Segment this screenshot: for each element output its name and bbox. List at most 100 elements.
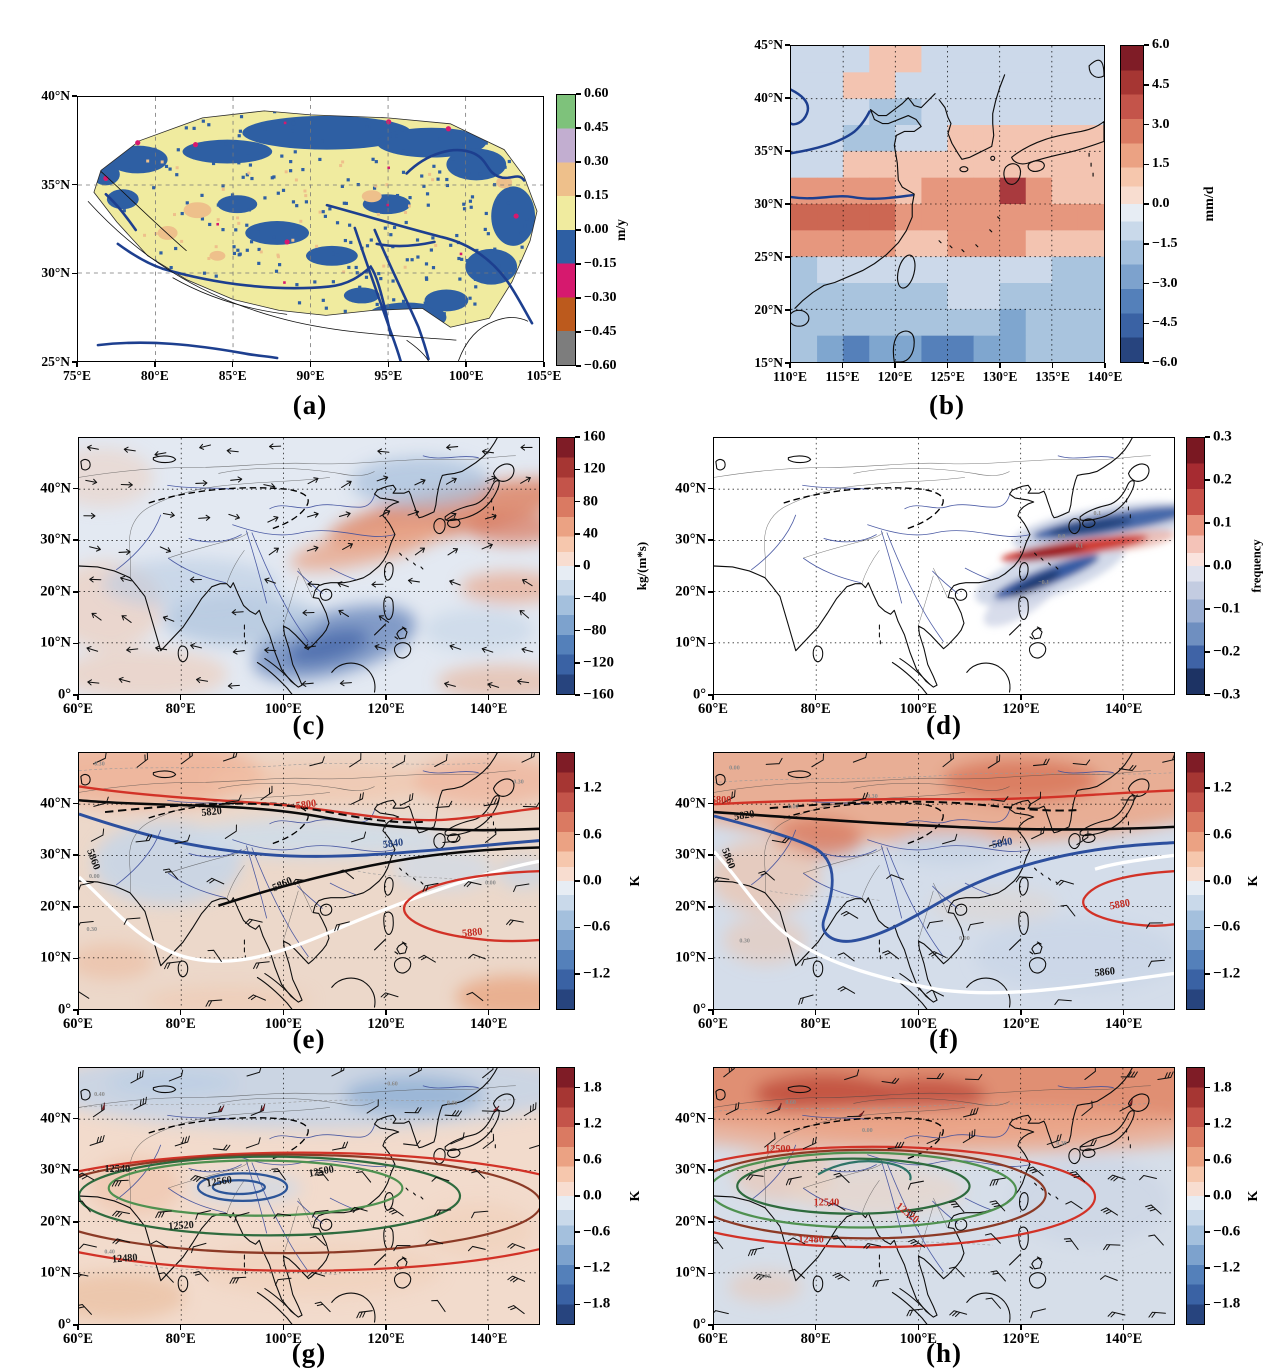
axis-tick-label: 0.3 (1213, 428, 1232, 445)
axis-tick-label: 10°N (40, 634, 71, 651)
caption-d: (d) (926, 710, 962, 740)
axis-tick-mark (1205, 833, 1210, 836)
axis-tick-label: 135°E (1035, 369, 1070, 384)
caption-g: (g) (291, 1338, 327, 1368)
axis-tick-label: 0.6 (1213, 1151, 1232, 1168)
axis-tick-label: 30°N (40, 531, 71, 548)
axis-tick-label: 1.8 (1213, 1079, 1232, 1096)
axis-tick-label: −120 (583, 654, 615, 671)
svg-text:12540: 12540 (814, 1198, 840, 1209)
colorbar-unit-g: K (628, 1190, 643, 1202)
map-plot-b (790, 45, 1105, 363)
axis-tick-label: 120°E (367, 701, 405, 717)
axis-tick-mark (575, 1195, 580, 1197)
axis-tick-mark (1205, 608, 1210, 610)
axis-tick-label: 30°N (40, 846, 71, 863)
axis-tick-label: 95°E (374, 368, 403, 383)
axis-tick-label: 6.0 (1152, 37, 1170, 52)
colorbar-c (556, 437, 575, 695)
axis-tick-label: −1.5 (1152, 235, 1178, 251)
axis-tick-mark (575, 1267, 580, 1269)
axis-tick-mark (576, 93, 581, 95)
axis-tick-label: 120°E (1002, 1016, 1040, 1032)
caption-f: (f) (929, 1024, 959, 1054)
svg-text:12480: 12480 (798, 1234, 824, 1245)
axis-tick-mark (1104, 363, 1106, 368)
axis-tick-mark (999, 363, 1001, 368)
axis-tick-label: −160 (583, 686, 615, 703)
axis-tick-label: 80°E (800, 701, 831, 717)
axis-tick-label: 20°N (675, 1213, 706, 1230)
axis-tick-mark (465, 362, 467, 367)
axis-tick-label: 140°E (1105, 701, 1143, 717)
axis-tick-mark (575, 565, 580, 567)
svg-text:0.30: 0.30 (739, 937, 750, 944)
axis-tick-mark (712, 1010, 714, 1015)
axis-tick-label: 0° (692, 1001, 706, 1018)
axis-tick-label: −3.0 (1152, 275, 1178, 291)
axis-tick-mark (282, 1325, 285, 1330)
axis-tick-label: 35°N (754, 143, 783, 158)
axis-tick-label: −6.0 (1152, 355, 1178, 370)
axis-tick-label: 1.2 (1213, 779, 1232, 796)
axis-tick-label: 80°E (800, 1331, 831, 1347)
svg-text:0.00: 0.00 (89, 873, 100, 880)
axis-tick-mark (1020, 1010, 1022, 1015)
axis-tick-mark (1122, 1325, 1125, 1330)
axis-tick-label: 20°N (675, 583, 706, 600)
axis-tick-mark (487, 695, 490, 700)
axis-tick-label: 20°N (754, 302, 783, 317)
axis-tick-label: 30°N (40, 1161, 71, 1178)
axis-tick-label: 30°N (41, 265, 70, 281)
axis-tick-mark (1144, 362, 1149, 364)
axis-tick-mark (814, 1325, 817, 1330)
axis-tick-label: 140°E (470, 701, 508, 717)
svg-text:0.30: 0.30 (86, 926, 97, 933)
svg-text:12520: 12520 (168, 1220, 194, 1233)
axis-tick-label: 40°N (675, 795, 706, 812)
svg-text:12500: 12500 (308, 1164, 335, 1180)
axis-tick-mark (575, 468, 580, 470)
svg-text:5800: 5800 (295, 798, 317, 812)
axis-tick-mark (77, 695, 79, 700)
axis-tick-mark (575, 597, 580, 599)
axis-tick-label: 100°E (448, 368, 484, 383)
axis-tick-label: 60°E (698, 1331, 728, 1347)
axis-tick-mark (1205, 479, 1210, 481)
axis-tick-mark (1144, 282, 1149, 285)
axis-tick-label: 10°N (40, 1264, 71, 1281)
map-plot-f: 5800582058405860588058600.000.300.000.00… (713, 752, 1175, 1010)
axis-tick-label: 60°E (698, 1016, 728, 1032)
axis-tick-label: 0.60 (584, 86, 609, 101)
axis-tick-label: 60°E (698, 701, 728, 717)
axis-tick-mark (77, 1010, 79, 1015)
axis-tick-label: 80°E (165, 701, 196, 717)
axis-tick-label: 140°E (470, 1016, 508, 1032)
axis-tick-label: 40°N (675, 1110, 706, 1127)
axis-tick-mark (1205, 1303, 1210, 1306)
axis-tick-label: −1.8 (1213, 1295, 1241, 1312)
axis-tick-label: −80 (583, 622, 607, 638)
axis-tick-mark (575, 1123, 580, 1125)
svg-text:0.60: 0.60 (785, 1099, 796, 1106)
svg-text:0.30: 0.30 (513, 779, 524, 786)
axis-tick-mark (576, 229, 581, 231)
svg-text:−0.60: −0.60 (384, 1080, 398, 1087)
axis-tick-label: 0.45 (584, 120, 609, 135)
axis-tick-label: 80°E (165, 1016, 196, 1032)
axis-tick-label: 160 (583, 428, 606, 445)
axis-tick-label: 0.6 (583, 826, 602, 843)
axis-tick-mark (282, 1010, 285, 1015)
axis-tick-mark (917, 1010, 920, 1015)
axis-tick-mark (1205, 565, 1210, 567)
svg-text:0.30: 0.30 (94, 760, 105, 767)
axis-tick-label: 120°E (877, 369, 913, 384)
svg-text:5840: 5840 (991, 836, 1013, 851)
axis-tick-mark (576, 195, 581, 197)
axis-tick-label: 0.0 (1213, 557, 1232, 574)
axis-tick-mark (309, 362, 312, 367)
axis-tick-label: 25°N (41, 354, 70, 369)
axis-tick-label: 40°N (40, 1110, 71, 1127)
map-plot-c (78, 437, 540, 695)
